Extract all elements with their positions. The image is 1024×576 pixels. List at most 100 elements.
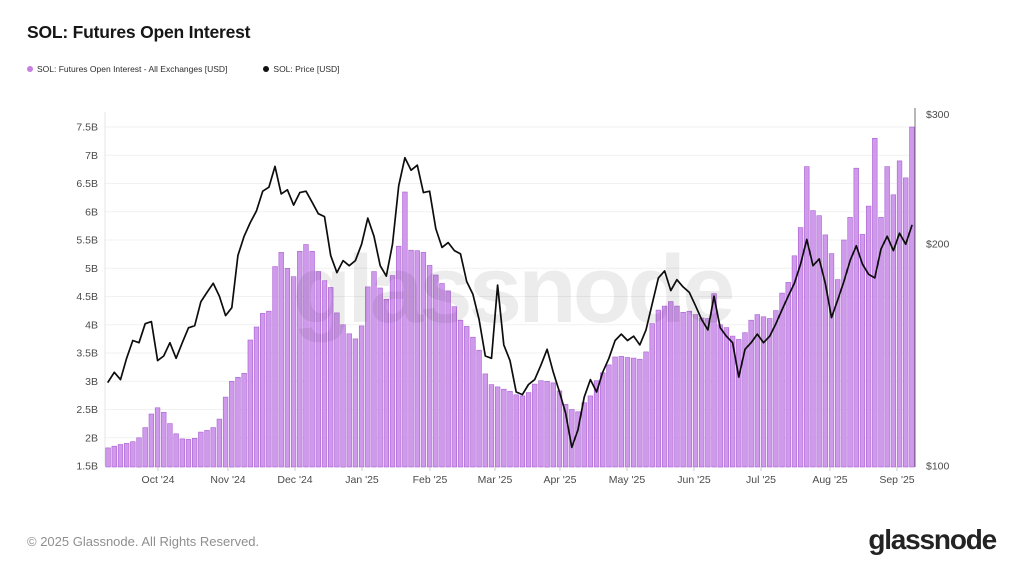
- oi-bar: [142, 427, 148, 468]
- oi-bar: [482, 373, 488, 468]
- oi-bar: [828, 253, 835, 468]
- oi-bar: [179, 438, 185, 468]
- oi-bar: [538, 380, 544, 468]
- oi-bar: [847, 217, 853, 468]
- oi-bar: [649, 323, 655, 468]
- oi-bar: [451, 306, 457, 468]
- oi-bar: [198, 431, 204, 468]
- oi-bar: [810, 210, 816, 468]
- oi-bar: [896, 160, 903, 468]
- legend-dot-open-interest-icon: [27, 66, 33, 72]
- glassnode-watermark: glassnode: [293, 236, 733, 343]
- oi-bar: [371, 271, 377, 468]
- oi-bar: [260, 313, 266, 468]
- oi-bar: [550, 382, 556, 468]
- oi-bar: [618, 356, 624, 468]
- oi-bar: [736, 339, 742, 468]
- oi-bar: [365, 286, 371, 468]
- oi-bar: [723, 327, 730, 468]
- x-axis-label: Mar '25: [478, 474, 513, 486]
- oi-bar: [711, 293, 717, 468]
- legend: SOL: Futures Open Interest - All Exchang…: [27, 64, 340, 74]
- oi-bar: [192, 437, 198, 468]
- oi-bar: [173, 433, 179, 468]
- oi-bar: [835, 279, 841, 468]
- legend-item-price[interactable]: SOL: Price [USD]: [263, 64, 340, 74]
- oi-bar: [321, 280, 328, 468]
- oi-bar: [600, 372, 606, 468]
- oi-bar: [117, 444, 124, 468]
- oi-bar: [760, 316, 767, 468]
- oi-bar: [402, 191, 408, 468]
- y-axis-label-left: 3.5B: [76, 348, 98, 360]
- oi-bar: [680, 311, 686, 468]
- legend-label-open-interest: SOL: Futures Open Interest - All Exchang…: [37, 64, 228, 74]
- oi-bar: [797, 227, 804, 468]
- oi-bar: [315, 271, 321, 468]
- oi-bar: [903, 177, 909, 468]
- y-axis-label-left: 2B: [85, 432, 98, 444]
- x-axis-label: Sep '25: [879, 474, 914, 486]
- oi-bar: [457, 319, 464, 468]
- oi-bar: [488, 384, 495, 468]
- oi-bar: [668, 301, 674, 468]
- oi-bar: [705, 318, 711, 468]
- oi-bar: [717, 324, 723, 468]
- oi-bar: [278, 252, 284, 468]
- y-axis-label-left: 5B: [85, 263, 98, 275]
- y-axis-label-left: 4.5B: [76, 291, 98, 303]
- oi-bar: [729, 335, 736, 468]
- oi-bar: [328, 287, 334, 468]
- x-axis-label: May '25: [609, 474, 646, 486]
- oi-bar: [501, 388, 507, 468]
- oi-bar: [779, 292, 785, 468]
- oi-bar: [241, 372, 247, 468]
- x-axis-label: Jan '25: [345, 474, 379, 486]
- legend-item-open-interest[interactable]: SOL: Futures Open Interest - All Exchang…: [27, 64, 227, 74]
- y-axis-label-left: 7.5B: [76, 122, 98, 134]
- oi-bar: [303, 244, 309, 468]
- oi-bar: [791, 255, 798, 468]
- y-axis-label-left: 2.5B: [76, 404, 98, 416]
- x-axis-label: Jun '25: [677, 474, 711, 486]
- oi-bar: [822, 234, 828, 468]
- oi-bar: [235, 376, 241, 468]
- oi-bar: [631, 357, 637, 468]
- oi-bar: [544, 380, 550, 468]
- x-axis-label: Nov '24: [210, 474, 245, 486]
- oi-bar: [612, 356, 618, 468]
- oi-bar: [408, 249, 414, 468]
- oi-bar: [154, 407, 161, 468]
- oi-bar: [389, 275, 396, 468]
- price-line: [107, 156, 913, 449]
- oi-bar: [383, 298, 389, 468]
- oi-bar: [884, 166, 890, 468]
- legend-label-price: SOL: Price [USD]: [273, 64, 340, 74]
- oi-bar: [532, 383, 538, 468]
- oi-bar: [340, 324, 346, 468]
- oi-bar: [890, 194, 897, 468]
- oi-bar: [754, 314, 760, 468]
- oi-bar: [346, 333, 352, 468]
- oi-bar: [865, 205, 872, 468]
- oi-bar: [433, 274, 439, 468]
- oi-bar: [334, 312, 340, 468]
- oi-bar: [785, 282, 791, 468]
- y-axis-label-left: 5.5B: [76, 235, 98, 247]
- oi-bar: [909, 126, 915, 468]
- oi-bar: [148, 413, 155, 468]
- oi-bar: [655, 309, 662, 468]
- y-axis-label-left: 7B: [85, 150, 98, 162]
- oi-bar: [309, 251, 315, 468]
- oi-bar: [513, 394, 519, 468]
- y-axis-label-left: 6B: [85, 206, 98, 218]
- copyright-text: © 2025 Glassnode. All Rights Reserved.: [27, 534, 260, 549]
- x-axis-label: Oct '24: [142, 474, 175, 486]
- oi-bar: [272, 266, 278, 468]
- oi-bar: [816, 215, 822, 468]
- oi-bar: [247, 339, 253, 468]
- oi-bar: [130, 441, 136, 468]
- oi-bar: [562, 404, 569, 468]
- oi-bar: [692, 314, 699, 468]
